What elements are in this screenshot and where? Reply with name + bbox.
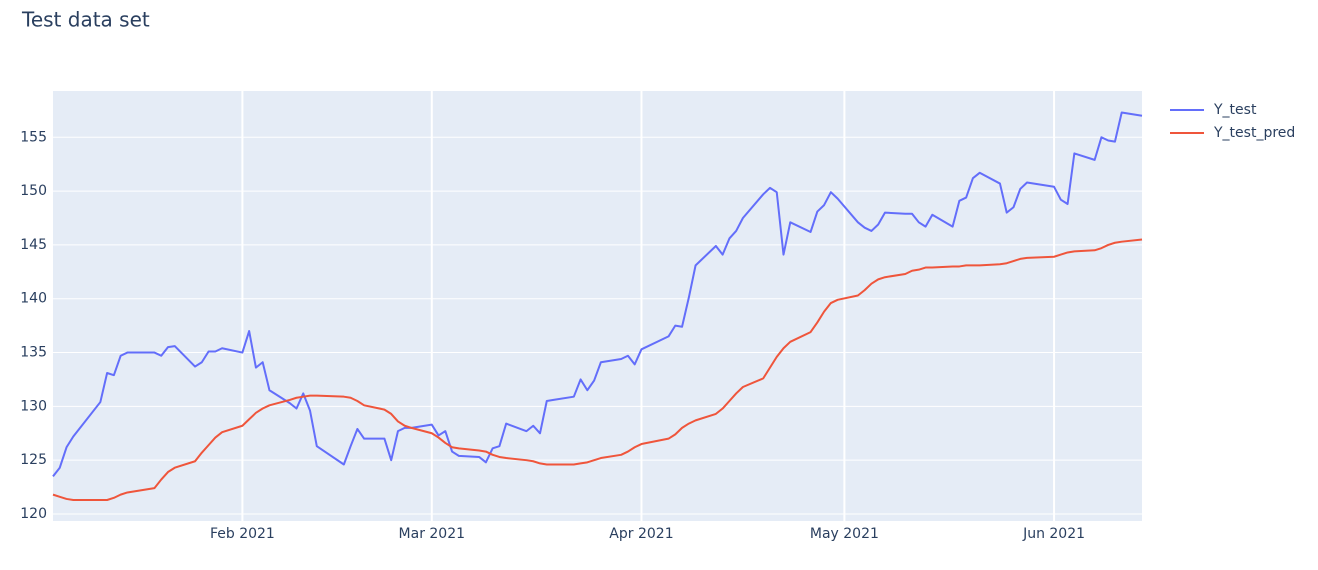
line [52, 111, 1143, 477]
y-tick-label: 125 [20, 452, 47, 468]
plot-background [53, 91, 1142, 521]
y-tick-label: 155 [20, 129, 47, 145]
x-tick-label: Feb 2021 [210, 526, 275, 542]
legend-label: Y_test_pred [1213, 125, 1295, 141]
chart-title: Test data set [21, 8, 150, 32]
y-tick-label: 140 [20, 291, 47, 307]
y-tick-label: 145 [20, 237, 47, 253]
x-tick-label: Jun 2021 [1022, 526, 1085, 542]
legend-label: Y_test [1213, 102, 1257, 118]
x-tick-label: Mar 2021 [399, 526, 466, 542]
x-tick-label: Apr 2021 [609, 526, 673, 542]
y-tick-label: 120 [20, 506, 47, 522]
y-tick-label: 130 [20, 398, 47, 414]
x-tick-label: May 2021 [810, 526, 879, 542]
y-tick-label: 150 [20, 183, 47, 199]
y-tick-label: 135 [20, 345, 47, 361]
line [52, 238, 1143, 502]
